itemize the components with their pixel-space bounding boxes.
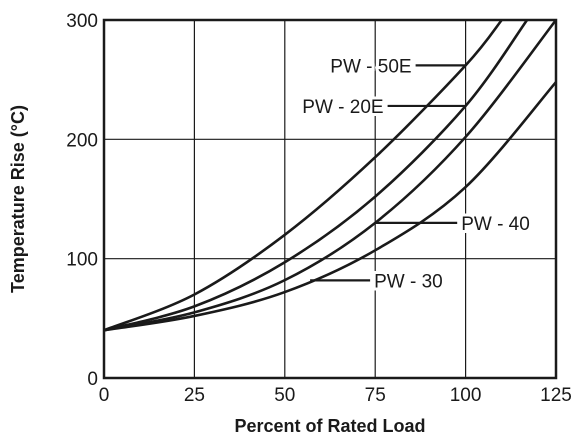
y-tick-label-3: 300 [66,11,98,32]
x-tick-label-5: 125 [540,385,572,406]
x-tick-label-1: 25 [184,385,205,406]
y-tick-label-2: 200 [66,130,98,151]
y-tick-label-0: 0 [87,369,98,390]
plot-frame [102,18,558,380]
x-tick-label-0: 0 [99,385,110,406]
y-tick-labels: 0 100 200 300 [66,11,98,390]
curve-label-2: PW - 20E [302,97,383,118]
curve-label-3: PW - 40 [461,214,530,235]
y-axis-label: Temperature Rise (°C) [8,105,28,293]
curve-label-1: PW - 50E [330,56,411,77]
curve-4 [103,81,557,332]
x-tick-label-4: 100 [450,385,482,406]
curve-label-4: PW - 30 [374,271,443,292]
y-tick-label-1: 100 [66,250,98,271]
curve-label-leaders [310,64,466,282]
plot-border [102,18,558,380]
curve-labels: PW - 50E PW - 20E PW - 40 PW - 30 [299,53,533,295]
curve-3 [103,19,558,332]
curve-2 [103,19,529,332]
x-tick-label-3: 75 [365,385,386,406]
x-tick-label-2: 50 [274,385,295,406]
x-axis-label: Percent of Rated Load [234,416,425,436]
x-tick-labels: 0 25 50 75 100 125 [99,385,572,406]
